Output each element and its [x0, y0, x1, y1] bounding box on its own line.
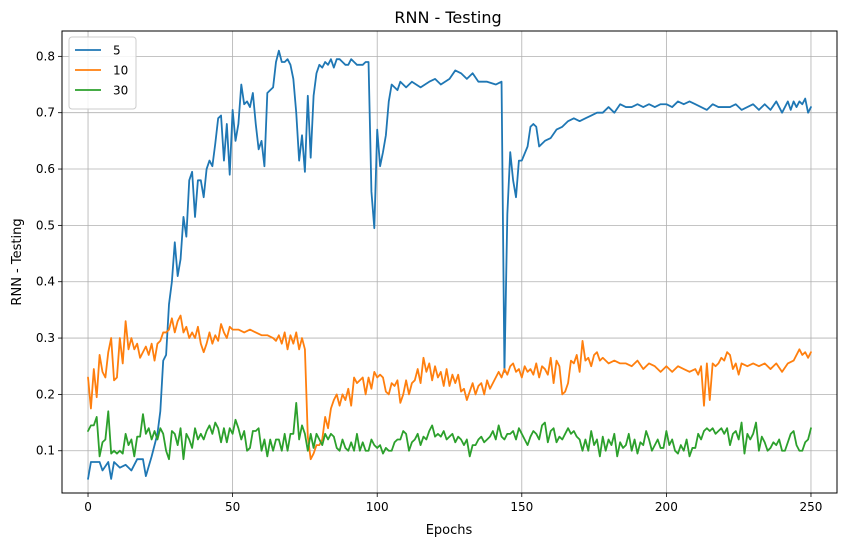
x-axis: 0 50 100 150 200 250: [84, 493, 822, 514]
y-tick-label: 0.8: [36, 49, 55, 63]
legend: 5 10 30: [68, 36, 137, 110]
x-tick-label: 50: [225, 500, 240, 514]
y-tick-label: 0.2: [36, 387, 55, 401]
x-tick-label: 100: [366, 500, 389, 514]
x-axis-label: Epochs: [426, 523, 473, 538]
y-axis-label: RNN - Testing: [10, 218, 25, 305]
y-tick-label: 0.4: [36, 275, 55, 289]
plot-border: [61, 30, 838, 494]
y-tick-label: 0.1: [36, 444, 55, 458]
series-lines: [87, 49, 812, 480]
y-tick-label: 0.5: [36, 218, 55, 232]
y-axis: 0.1 0.2 0.3 0.4 0.5 0.6 0.7 0.8: [36, 49, 62, 458]
legend-label-5: 5: [113, 44, 121, 58]
x-tick-label: 0: [84, 500, 92, 514]
y-tick-label: 0.7: [36, 106, 55, 120]
legend-box: [68, 36, 137, 110]
y-tick-label: 0.3: [36, 331, 55, 345]
chart-title: RNN - Testing: [394, 8, 501, 27]
x-tick-label: 250: [800, 500, 823, 514]
series-10-line: [87, 314, 812, 461]
legend-label-10: 10: [113, 64, 128, 78]
x-tick-label: 150: [510, 500, 533, 514]
x-tick-label: 200: [655, 500, 678, 514]
series-5-line: [87, 49, 812, 480]
plot-area: [62, 31, 837, 493]
legend-label-30: 30: [113, 84, 128, 98]
y-tick-label: 0.6: [36, 162, 55, 176]
series-30-line: [87, 401, 812, 461]
